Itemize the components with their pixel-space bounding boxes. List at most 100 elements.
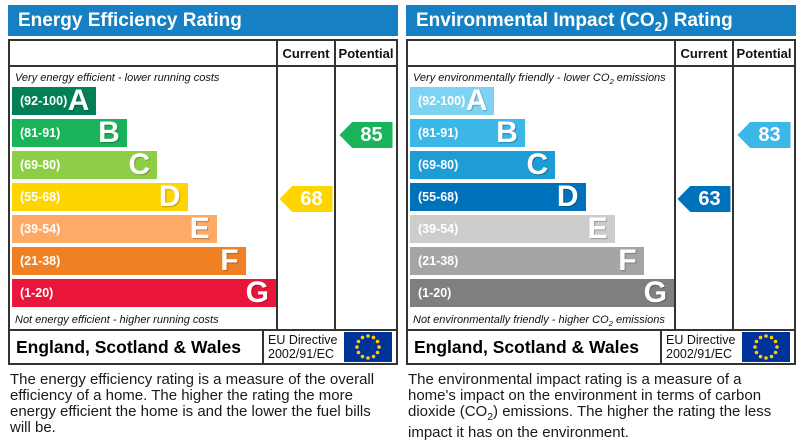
co2-band-list: (92-100) A (81-91) B (69-80) C (55-68) D (39-54)… [410,84,674,311]
top-caption-post: emissions [613,72,666,84]
rating-table-header: Current Potential [408,41,794,67]
band-bar-e: (39-54) E [410,214,615,244]
potential-column: 85 [334,67,396,329]
band-bar-e: (39-54) E [12,212,217,245]
title-sub: 2 [654,18,663,34]
band-bar-c: (69-80) C [12,148,158,181]
band-bar-c: (69-80) C [410,150,556,180]
environmental-impact-title-bar: Environmental Impact (CO2) Rating [406,5,796,36]
eu-directive-label: EU Directive 2002/91/EC [262,331,340,363]
eu-flag [738,331,794,363]
band-bar-f: (21-38) F [12,244,246,277]
band-range: (21-38) [418,254,459,268]
potential-rating-arrow: 85 [339,122,393,148]
energy-efficiency-title-bar: Energy Efficiency Rating [8,5,398,36]
band-letter: B [496,116,518,149]
rating-table-body: Very environmentally friendly - lower CO… [408,67,794,329]
potential-column-header: Potential [732,41,794,65]
band-bar-d: (55-68) D [410,182,586,212]
region-label: England, Scotland & Wales [16,336,241,357]
potential-column: 83 [732,67,794,329]
title-pre: Environmental Impact (CO [416,10,655,31]
potential-column-header: Potential [334,41,396,65]
header-spacer [10,41,276,65]
band-bar-d: (55-68) D [12,180,188,213]
eu-directive-label: EU Directive 2002/91/EC [660,331,738,363]
energy-bands-area: Very energy efficient - lower running co… [10,67,276,329]
band-bar-a: (92-100) A [12,84,97,117]
band-range: (92-100) [20,94,68,108]
band-range: (39-54) [20,222,61,236]
rating-band-row-g: (1-20) G [12,276,276,311]
band-range: (55-68) [20,190,61,204]
bottom-caption-text: Not energy efficient - higher running co… [15,314,219,326]
rating-table-body: Very energy efficient - lower running co… [10,67,396,329]
band-range: (1-20) [20,286,54,300]
rating-band-row-f: (21-38) F [12,244,276,279]
band-range: (39-54) [418,222,459,236]
band-letter: F [618,244,637,277]
eu-directive-line2: 2002/91/EC [666,347,733,361]
energy-panel-footer: England, Scotland & Wales EU Directive 2… [8,329,398,365]
eu-flag-icon [742,332,790,362]
top-caption-sub: 2 [609,77,614,87]
energy-efficiency-panel: Energy Efficiency Rating Current Potenti… [8,5,398,441]
rating-band-row-e: (39-54) E [410,214,674,247]
band-bar-b: (81-91) B [410,116,525,149]
band-range: (81-91) [20,126,61,140]
band-letter: G [245,276,269,309]
band-letter: D [158,180,181,213]
rating-band-row-f: (21-38) F [410,244,674,279]
bottom-caption-pre: Not environmentally friendly - higher CO [413,314,609,326]
band-bar-b: (81-91) B [12,116,127,149]
band-range: (21-38) [20,254,61,268]
rating-band-row-a: (92-100) A [410,84,674,119]
header-spacer [408,41,674,65]
bottom-caption-post: emissions [612,314,665,326]
bottom-caption-sub: 2 [608,319,613,329]
energy-rating-table: Current Potential Very energy efficient … [8,39,398,331]
band-range: (81-91) [418,126,459,140]
co2-description: The environmental impact rating is a mea… [406,365,778,441]
top-caption-pre: Very environmentally friendly - lower CO [413,72,610,84]
panel-title: Environmental Impact (CO2) Rating [416,10,733,34]
eu-directive-line1: EU Directive [666,333,736,347]
rating-band-row-b: (81-91) B [410,116,674,151]
rating-band-row-a: (92-100) A [12,84,276,119]
eu-flag-icon [344,332,392,362]
rating-band-row-b: (81-91) B [12,116,276,151]
current-column: 63 [674,67,732,329]
energy-description-text: The energy efficiency rating is a measur… [10,371,375,436]
energy-description: The energy efficiency rating is a measur… [8,365,380,436]
potential-rating-arrow: 83 [737,122,791,148]
rating-band-row-g: (1-20) G [410,276,674,311]
band-letter: E [189,212,210,245]
environmental-impact-panel: Environmental Impact (CO2) Rating Curren… [406,5,796,441]
rating-band-row-c: (69-80) C [12,148,276,183]
co2-description-pre: The environmental impact rating is a mea… [408,371,762,420]
top-caption-text: Very energy efficient - lower running co… [15,72,220,84]
top-caption: Very environmentally friendly - lower CO… [410,69,674,87]
band-bar-f: (21-38) F [410,244,644,277]
eu-flag [340,331,396,363]
band-bar-g: (1-20) G [12,276,276,309]
current-rating-arrow: 68 [279,186,333,212]
rating-band-row-d: (55-68) D [410,182,674,215]
band-letter: B [98,116,120,149]
current-column-header: Current [276,41,334,65]
band-letter: C [128,148,151,181]
band-range: (69-80) [418,158,459,172]
co2-description-sub: 2 [487,411,494,423]
band-letter: G [643,276,667,309]
band-range: (1-20) [418,286,452,300]
rating-table-header: Current Potential [10,41,396,67]
co2-rating-table: Current Potential Very environmentally f… [406,39,796,331]
bottom-caption: Not environmentally friendly - higher CO… [410,311,674,329]
band-letter: F [220,244,239,277]
current-rating-arrow: 63 [677,186,731,212]
band-letter: A [465,84,488,117]
band-bar-a: (92-100) A [410,84,495,117]
band-letter: A [67,84,90,117]
